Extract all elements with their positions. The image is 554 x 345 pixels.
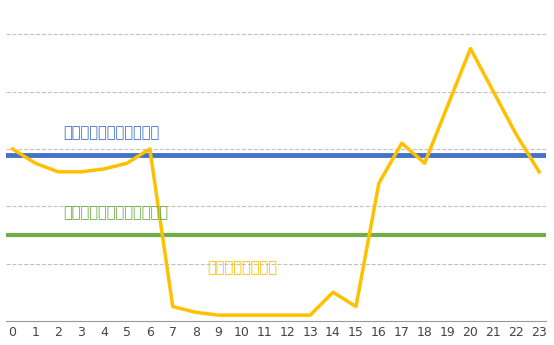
Text: 一般的な電気料金プラン: 一般的な電気料金プラン <box>63 125 159 140</box>
Text: 市場連動型プランの平均値: 市場連動型プランの平均値 <box>63 206 168 220</box>
Text: 市場連動型プラン: 市場連動型プラン <box>207 260 277 275</box>
